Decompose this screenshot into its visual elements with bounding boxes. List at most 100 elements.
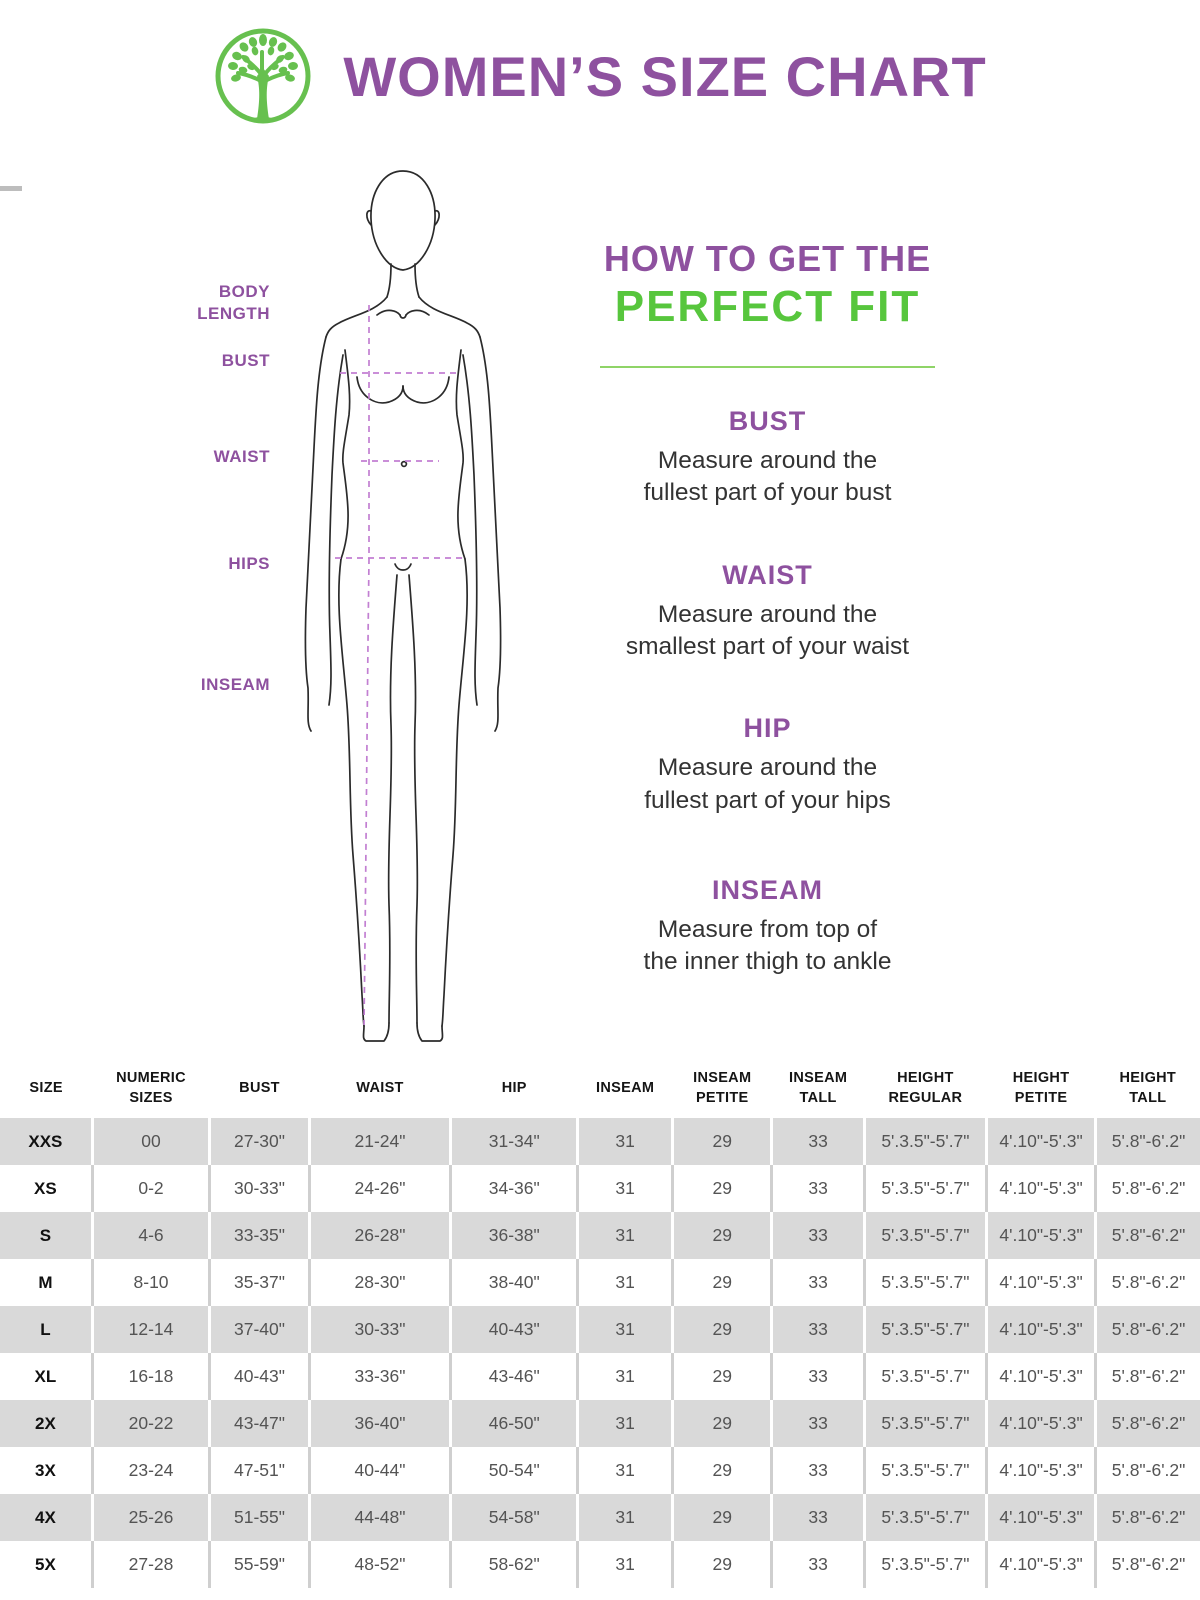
table-cell: 37-40" (208, 1306, 310, 1353)
body-figure (285, 163, 525, 1043)
table-cell: 36-40" (307, 1400, 451, 1447)
size-cell: XXS (0, 1118, 93, 1165)
table-cell: 33 (770, 1541, 865, 1588)
table-cell: 4-6 (90, 1212, 210, 1259)
table-cell: 46-50" (449, 1400, 578, 1447)
table-cell: 5'.8"-6'.2" (1094, 1353, 1200, 1400)
mannequin-illustration (304, 170, 502, 1042)
table-cell: 43-47" (208, 1400, 310, 1447)
table-row-2x: 2X 20-22 43-47" 36-40" 46-50" 31 29 33 5'.3.5"-5… (0, 1400, 1200, 1447)
size-cell: XL (0, 1353, 93, 1400)
table-cell: 29 (670, 1118, 772, 1165)
column-header-bust: BUST (209, 1060, 310, 1118)
table-cell: 5'.8"-6'.2" (1094, 1400, 1200, 1447)
table-cell: 25-26 (90, 1494, 210, 1541)
size-cell: L (0, 1306, 93, 1353)
table-cell: 31 (576, 1118, 673, 1165)
howto-inseam-heading: INSEAM (711, 874, 823, 905)
table-row-xs: XS 0-2 30-33" 24-26" 34-36" 31 29 33 5'.3.5"-5'.… (0, 1165, 1200, 1212)
howto-bust: BUST Measure around the fullest part of … (580, 406, 955, 510)
table-cell: 29 (670, 1541, 772, 1588)
table-cell: 21-24" (307, 1118, 451, 1165)
table-row-xxs: XXS 00 27-30" 21-24" 31-34" 31 29 33 5'.3.5"-5'.… (0, 1118, 1200, 1165)
table-cell: 33 (770, 1118, 865, 1165)
table-cell: 26-28" (307, 1212, 451, 1259)
table-cell: 31 (576, 1447, 673, 1494)
size-cell: 5X (0, 1541, 93, 1588)
table-cell: 4'.10"-5'.3" (985, 1212, 1096, 1259)
howto-waist-text: Measure around the smallest part of your… (580, 599, 955, 664)
column-header-inseam-petite: INSEAM PETITE (672, 1060, 772, 1118)
table-cell: 31 (576, 1494, 673, 1541)
table-cell: 00 (90, 1118, 210, 1165)
table-cell: 8-10 (90, 1259, 210, 1306)
table-cell: 30-33" (208, 1165, 310, 1212)
table-row-xl: XL 16-18 40-43" 33-36" 43-46" 31 29 33 5'.3.5"-5… (0, 1353, 1200, 1400)
column-header-waist: WAIST (309, 1060, 451, 1118)
column-header-inseam: INSEAM (577, 1060, 673, 1118)
table-row-3x: 3X 23-24 47-51" 40-44" 50-54" 31 29 33 5'.3.5"-5… (0, 1447, 1200, 1494)
table-cell: 5'.8"-6'.2" (1094, 1165, 1200, 1212)
table-cell: 31 (576, 1306, 673, 1353)
howto-bust-heading: BUST (728, 406, 807, 436)
table-cell: 40-43" (208, 1353, 310, 1400)
table-cell: 5'.8"-6'.2" (1094, 1494, 1200, 1541)
green-divider (600, 366, 935, 368)
table-cell: 4'.10"-5'.3" (985, 1353, 1096, 1400)
table-cell: 31 (576, 1165, 673, 1212)
table-cell: 38-40" (449, 1259, 578, 1306)
table-cell: 33 (770, 1353, 865, 1400)
howto-waist-line2: smallest part of your waist (625, 632, 910, 660)
size-chart-table: SIZE NUMERIC SIZES BUST WAIST HIP INSEAM INSEA… (0, 1060, 1200, 1588)
label-bust: BUST (221, 351, 270, 370)
label-waist: WAIST (213, 447, 270, 466)
table-cell: 23-24 (90, 1447, 210, 1494)
table-cell: 29 (670, 1400, 772, 1447)
table-cell: 33 (770, 1259, 865, 1306)
howto-bust-text: Measure around the fullest part of your … (580, 445, 955, 510)
column-header-inseam-tall: INSEAM TALL (771, 1060, 865, 1118)
howto-hip-line1: Measure around the (657, 754, 878, 782)
table-cell: 5'.3.5"-5'.7" (862, 1306, 987, 1353)
table-cell: 30-33" (307, 1306, 451, 1353)
table-cell: 24-26" (307, 1165, 451, 1212)
howto-hip-line2: fullest part of your hips (644, 786, 891, 814)
table-row-4x: 4X 25-26 51-55" 44-48" 54-58" 31 29 33 5'.3.5"-5… (0, 1494, 1200, 1541)
table-cell: 29 (670, 1353, 772, 1400)
table-cell: 47-51" (208, 1447, 310, 1494)
table-cell: 28-30" (307, 1259, 451, 1306)
table-cell: 0-2 (90, 1165, 210, 1212)
howto-inseam-text: Measure from top of the inner thigh to a… (580, 914, 955, 979)
table-cell: 4'.10"-5'.3" (985, 1494, 1096, 1541)
table-cell: 4'.10"-5'.3" (985, 1400, 1096, 1447)
column-header-height-regular: HEIGHT REGULAR (864, 1060, 987, 1118)
table-cell: 5'.8"-6'.2" (1094, 1212, 1200, 1259)
size-cell: 3X (0, 1447, 93, 1494)
size-cell: S (0, 1212, 93, 1259)
table-cell: 31 (576, 1353, 673, 1400)
table-cell: 33-35" (208, 1212, 310, 1259)
table-cell: 4'.10"-5'.3" (985, 1541, 1096, 1588)
table-cell: 20-22 (90, 1400, 210, 1447)
label-inseam: INSEAM (200, 675, 270, 694)
table-cell: 40-44" (307, 1447, 451, 1494)
column-header-size: SIZE (0, 1060, 93, 1118)
table-cell: 5'.8"-6'.2" (1094, 1118, 1200, 1165)
table-row-m: M 8-10 35-37" 28-30" 38-40" 31 29 33 5'.3.5"-5'.… (0, 1259, 1200, 1306)
column-header-hip: HIP (450, 1060, 578, 1118)
table-cell: 29 (670, 1306, 772, 1353)
table-cell: 33 (770, 1494, 865, 1541)
table-cell: 5'.3.5"-5'.7" (862, 1494, 987, 1541)
table-cell: 29 (670, 1259, 772, 1306)
table-cell: 51-55" (208, 1494, 310, 1541)
table-cell: 31 (576, 1212, 673, 1259)
table-cell: 36-38" (449, 1212, 578, 1259)
table-cell: 48-52" (307, 1541, 451, 1588)
size-cell: M (0, 1259, 93, 1306)
table-cell: 5'.3.5"-5'.7" (862, 1118, 987, 1165)
table-cell: 4'.10"-5'.3" (985, 1118, 1096, 1165)
table-cell: 50-54" (449, 1447, 578, 1494)
howto-inseam: INSEAM Measure from top of the inner thi… (580, 875, 955, 979)
table-cell: 29 (670, 1165, 772, 1212)
